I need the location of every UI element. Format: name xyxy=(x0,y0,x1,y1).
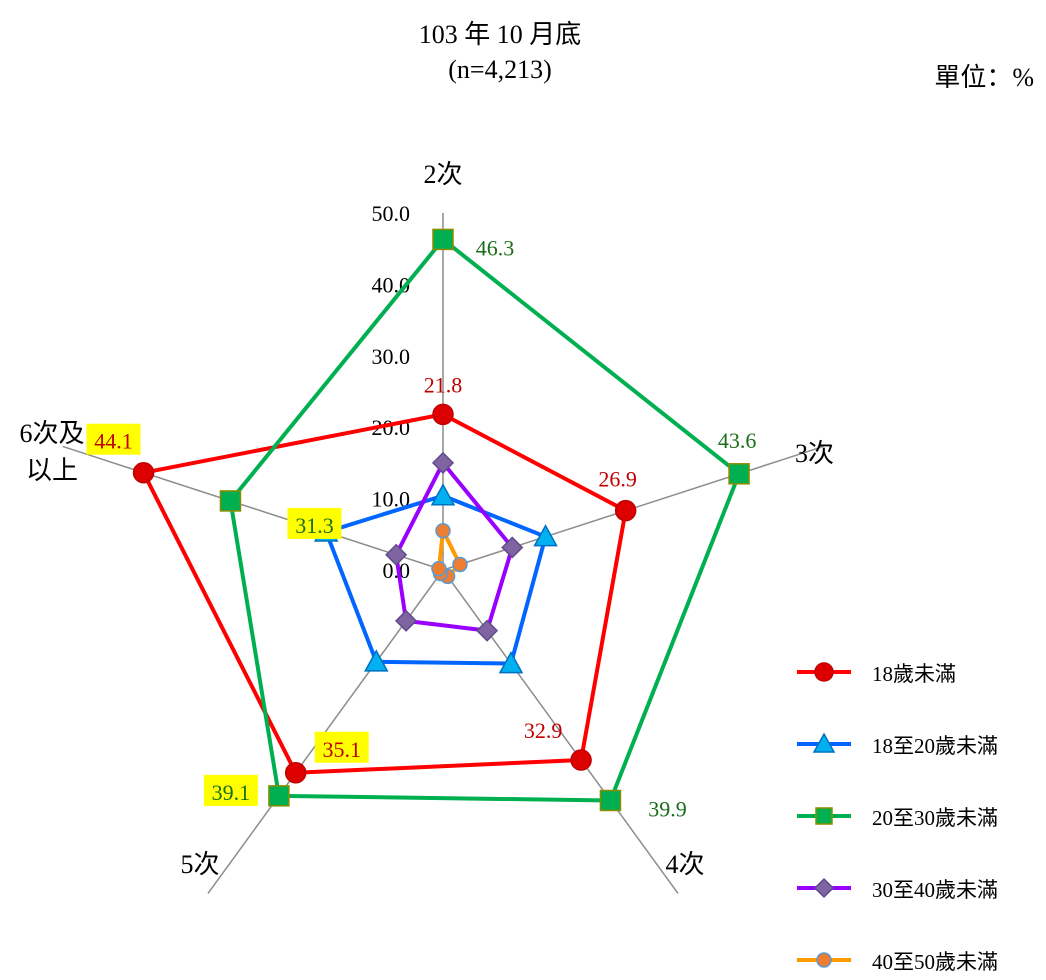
data-point xyxy=(395,609,418,632)
data-label: 39.9 xyxy=(648,796,687,821)
data-label: 21.8 xyxy=(424,372,463,397)
data-label: 26.9 xyxy=(598,467,637,492)
data-label: 39.1 xyxy=(212,780,251,805)
tick-label: 30.0 xyxy=(372,344,411,369)
category-label: 2次 xyxy=(423,160,462,189)
tick-label: 50.0 xyxy=(372,201,411,226)
legend-swatch xyxy=(797,807,851,825)
legend-swatch xyxy=(797,952,851,968)
data-point xyxy=(533,524,558,547)
category-label: 5次 xyxy=(180,850,219,879)
data-label: 44.1 xyxy=(94,429,133,454)
axis-spoke-ext xyxy=(207,858,234,894)
legend-marker xyxy=(816,952,832,968)
legend-marker xyxy=(814,662,834,682)
category-label: 6次及 xyxy=(19,419,84,448)
legend-marker xyxy=(812,732,836,753)
legend-label: 18至20歲未滿 xyxy=(872,734,998,758)
series-line xyxy=(394,460,515,633)
data-point xyxy=(364,649,389,672)
data-point xyxy=(430,483,456,506)
legend-item: 30至40歲未滿 xyxy=(795,868,1045,908)
series-line xyxy=(228,237,742,803)
axis-spoke-ext xyxy=(62,445,104,461)
legend-swatch xyxy=(797,877,851,899)
category-label: 4次 xyxy=(665,850,704,879)
axis-spoke-ext xyxy=(782,445,824,461)
data-point xyxy=(498,651,524,674)
data-point xyxy=(432,403,454,426)
legend-marker xyxy=(815,807,833,825)
axis-spoke xyxy=(103,458,444,571)
series-line xyxy=(141,412,628,775)
legend-label: 40至50歲未滿 xyxy=(872,950,998,974)
legend-label: 20至30歲未滿 xyxy=(872,806,998,830)
data-point xyxy=(476,619,499,642)
legend-item: 18至20歲未滿 xyxy=(795,724,1045,764)
chart-title: 103 年 10 月底 xyxy=(418,20,582,49)
data-label-highlight xyxy=(314,731,369,763)
data-point xyxy=(284,762,307,784)
legend-item: 20至30歲未滿 xyxy=(795,796,1045,836)
data-point xyxy=(431,451,455,474)
legend-label: 18歲未滿 xyxy=(872,662,956,686)
data-point xyxy=(268,785,290,807)
category-label: 以上 xyxy=(26,456,78,485)
data-point xyxy=(452,556,468,573)
data-label: 35.1 xyxy=(322,737,361,762)
data-point xyxy=(599,789,622,812)
legend-swatch xyxy=(797,662,851,682)
legend-label: 30至40歲未滿 xyxy=(872,878,998,902)
legend-swatch xyxy=(797,732,851,753)
data-label: 43.6 xyxy=(718,428,757,453)
legend-item: 18歲未滿 xyxy=(795,652,1045,692)
data-label: 46.3 xyxy=(476,235,515,260)
data-label-highlight xyxy=(86,423,141,455)
data-point xyxy=(132,461,155,484)
data-point xyxy=(432,228,454,251)
axis-spoke xyxy=(442,569,654,860)
axis-spoke-ext xyxy=(652,858,679,894)
data-point xyxy=(570,749,592,771)
data-point xyxy=(431,560,447,577)
data-point xyxy=(435,522,451,539)
data-label: 32.9 xyxy=(524,718,563,743)
data-point xyxy=(728,463,750,485)
unit-label: 單位：% xyxy=(934,63,1034,92)
category-label: 3次 xyxy=(795,439,834,468)
data-point xyxy=(501,536,524,559)
data-point xyxy=(385,543,408,566)
legend-marker xyxy=(813,877,835,899)
series-line xyxy=(324,493,548,666)
data-label-highlight xyxy=(203,774,258,806)
data-label: 31.3 xyxy=(295,513,334,538)
data-point xyxy=(614,499,637,522)
data-label-highlight xyxy=(287,507,342,539)
axis-spoke xyxy=(442,458,783,571)
data-point xyxy=(219,490,242,512)
chart-subtitle: (n=4,213) xyxy=(448,55,552,84)
legend-item: 40至50歲未滿 xyxy=(795,940,1045,980)
